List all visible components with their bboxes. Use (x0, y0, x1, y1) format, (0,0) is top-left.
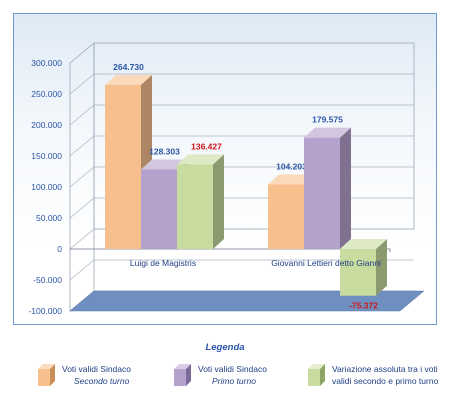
data-label: 136.427 (191, 141, 222, 151)
y-tick-label: 100.000 (31, 182, 62, 192)
y-tick-label: 150.000 (31, 151, 62, 161)
bar-top (141, 159, 188, 170)
y-tick-label: 0 (57, 244, 62, 254)
legend-sublabel: Primo turno (212, 376, 256, 386)
data-label: 104.203 (276, 161, 307, 171)
bar-side (340, 127, 351, 249)
y-tick-label: -50.000 (33, 275, 62, 285)
bar (340, 239, 387, 296)
bar-front (340, 249, 376, 296)
category-label: Luigi de Magistris (130, 258, 196, 268)
data-label: 179.575 (312, 115, 343, 125)
bar-front (141, 169, 177, 249)
bar-top (340, 239, 387, 249)
legend-label: Voti validi Sindaco (62, 364, 131, 374)
gridline (69, 73, 414, 95)
y-tick-label: 300.000 (31, 58, 62, 68)
legend-label: validi secondo e primo turno (332, 376, 439, 386)
cube-icon (174, 364, 191, 386)
gridline (69, 42, 414, 64)
legend-label: Variazione assoluta tra i voti (332, 364, 438, 374)
bar-chart: 300.000 250.000 200.000 150.000 100.000 50.00… (28, 42, 425, 316)
legend-title: Legenda (205, 342, 245, 353)
y-tick-label: 50.000 (36, 213, 62, 223)
chart-floor (69, 290, 425, 312)
bar-top (105, 74, 152, 85)
y-tick-label: 200.000 (31, 120, 62, 130)
legend-sublabel: Secondo turno (74, 376, 130, 386)
bar-side (213, 154, 224, 249)
gridline (69, 259, 414, 281)
cube-icon (308, 364, 325, 386)
y-tick-label: 250.000 (31, 89, 62, 99)
bar (304, 127, 351, 249)
bar (105, 74, 152, 249)
data-label: 128.303 (149, 146, 180, 156)
bar-top (304, 127, 351, 138)
bar (177, 154, 224, 249)
data-label: -75.372 (349, 301, 378, 311)
cube-icon (38, 364, 55, 386)
category-label: Giovanni Lettieri detto Gianni (271, 258, 381, 268)
bar-front (268, 184, 304, 249)
legend-label: Voti validi Sindaco (198, 364, 267, 374)
bar-front (177, 164, 213, 249)
y-tick-label: -100.000 (28, 306, 62, 316)
bar-side (376, 239, 387, 296)
bar-front (105, 84, 141, 249)
gridline (69, 104, 414, 126)
bar-front (304, 137, 340, 249)
bar-top (177, 154, 224, 165)
data-label: 264.730 (113, 62, 144, 72)
bar-top (268, 174, 315, 185)
